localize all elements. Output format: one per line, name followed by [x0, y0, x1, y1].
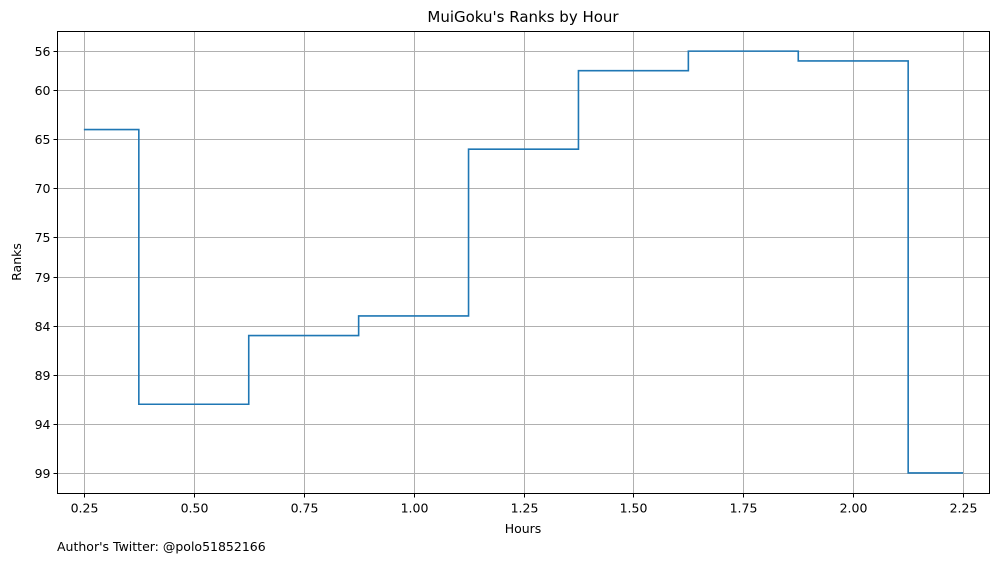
y-axis-ticks: 56 60 65 70 75 79 84 89 94 99 [35, 44, 58, 481]
y-tick-label: 99 [35, 466, 51, 481]
x-tick-label: 0.50 [181, 501, 209, 516]
y-tick-label: 75 [35, 230, 51, 245]
x-tick-label: 1.00 [401, 501, 429, 516]
y-tick-label: 89 [35, 368, 51, 383]
series-layer [83, 50, 964, 474]
y-tick-label: 79 [35, 270, 51, 285]
x-tick-label: 1.25 [511, 501, 539, 516]
x-tick-label: 0.25 [71, 501, 99, 516]
x-tick-label: 2.00 [840, 501, 868, 516]
plot-frame [57, 31, 990, 494]
x-tick-label: 0.75 [291, 501, 319, 516]
author-footnote: Author's Twitter: @polo51852166 [57, 539, 266, 554]
chart-title: MuiGoku's Ranks by Hour [427, 8, 619, 26]
x-axis-ticks: 0.25 0.50 0.75 1.00 1.25 1.50 1.75 2.00 2.25 [71, 493, 978, 516]
y-tick-label: 94 [35, 417, 51, 432]
rank-step-line [83, 50, 964, 474]
x-tick-label: 2.25 [950, 501, 978, 516]
y-tick-label: 70 [35, 181, 51, 196]
y-tick-label: 84 [35, 319, 51, 334]
y-tick-label: 65 [35, 132, 51, 147]
x-tick-label: 1.75 [730, 501, 758, 516]
grid-lines [57, 31, 990, 494]
y-axis-title: Ranks [9, 243, 24, 281]
y-tick-label: 60 [35, 83, 51, 98]
x-tick-label: 1.50 [620, 501, 648, 516]
y-tick-label: 56 [35, 44, 51, 59]
x-axis-title: Hours [505, 521, 542, 536]
